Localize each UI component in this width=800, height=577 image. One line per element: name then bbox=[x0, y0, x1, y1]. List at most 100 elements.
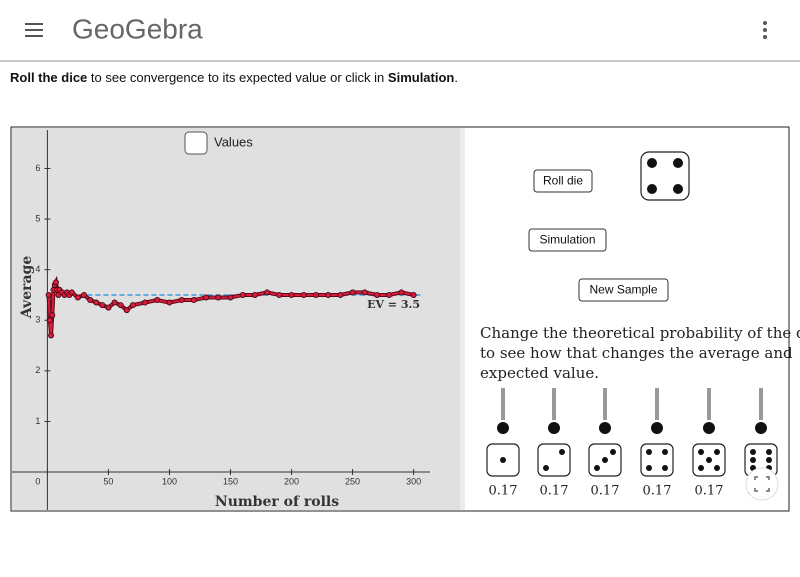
expected-value-label: EV = 3.5 bbox=[367, 298, 420, 311]
x-tick-label: 300 bbox=[406, 476, 421, 486]
x-tick-label: 200 bbox=[284, 476, 299, 486]
average-point bbox=[129, 302, 136, 309]
x-tick-label: 100 bbox=[162, 476, 177, 486]
average-point bbox=[349, 289, 356, 296]
average-point bbox=[46, 317, 53, 324]
average-point bbox=[410, 291, 417, 298]
slider-knob[interactable] bbox=[649, 420, 665, 436]
average-point bbox=[373, 291, 380, 298]
die-pip bbox=[673, 158, 683, 168]
x-axis-title: Number of rolls bbox=[215, 494, 339, 510]
y-tick-label: 2 bbox=[35, 365, 40, 375]
checkbox-label: Values bbox=[214, 134, 253, 149]
button[interactable] bbox=[533, 169, 593, 193]
x-tick-label: 150 bbox=[223, 476, 238, 486]
more-icon[interactable] bbox=[763, 21, 767, 39]
average-point bbox=[325, 291, 332, 298]
die-pip bbox=[602, 457, 608, 463]
x-tick-label: 50 bbox=[103, 476, 113, 486]
average-point bbox=[227, 294, 234, 301]
die-pip bbox=[647, 184, 657, 194]
applet-frame bbox=[10, 126, 790, 512]
average-point bbox=[99, 302, 106, 309]
fullscreen-button[interactable] bbox=[745, 467, 779, 501]
die-pip bbox=[714, 449, 720, 455]
average-point bbox=[52, 279, 59, 286]
probability: 0.17 bbox=[489, 484, 518, 499]
probability: 0.17 bbox=[643, 484, 672, 499]
menu-icon[interactable] bbox=[25, 23, 43, 37]
die-pip bbox=[646, 449, 652, 455]
slider-knob[interactable] bbox=[546, 420, 562, 436]
checkbox[interactable] bbox=[184, 131, 208, 155]
average-point bbox=[215, 294, 222, 301]
average-point bbox=[361, 289, 368, 296]
slider-knob[interactable] bbox=[701, 420, 717, 436]
average-point bbox=[276, 291, 283, 298]
average-point bbox=[105, 304, 112, 311]
average-point bbox=[87, 297, 94, 304]
instruction-bold: Roll the dice bbox=[10, 70, 87, 85]
die-pip bbox=[766, 449, 772, 455]
graphics-panel bbox=[12, 128, 460, 510]
slider-knob[interactable] bbox=[753, 420, 769, 436]
instruction: Roll the dice to see convergence to its … bbox=[10, 70, 458, 85]
die-pip bbox=[698, 465, 704, 471]
average-point bbox=[398, 289, 405, 296]
average-point bbox=[300, 291, 307, 298]
average-point bbox=[264, 289, 271, 296]
die-pip bbox=[646, 465, 652, 471]
die-pip bbox=[647, 158, 657, 168]
average-point bbox=[123, 307, 130, 314]
average-point bbox=[49, 312, 56, 319]
average-point bbox=[154, 297, 161, 304]
description-line: Change the theoretical probability of th… bbox=[480, 324, 800, 342]
die-pip bbox=[594, 465, 600, 471]
average-point bbox=[239, 291, 246, 298]
probability: 0.17 bbox=[695, 484, 724, 499]
average-point bbox=[166, 299, 173, 306]
die-face bbox=[537, 443, 571, 477]
header-bar bbox=[0, 0, 800, 60]
button[interactable] bbox=[578, 278, 669, 302]
button-label[interactable]: Roll die bbox=[543, 174, 583, 188]
die-pip bbox=[610, 449, 616, 455]
die-pip bbox=[766, 457, 772, 463]
die-pip bbox=[543, 465, 549, 471]
probability: 0.17 bbox=[540, 484, 569, 499]
y-tick-label: 5 bbox=[35, 213, 40, 223]
average-point bbox=[190, 297, 197, 304]
description-line: expected value. bbox=[480, 364, 599, 382]
instruction-text: . bbox=[454, 70, 458, 85]
average-point bbox=[142, 299, 149, 306]
die-pip bbox=[559, 449, 565, 455]
average-point bbox=[68, 289, 75, 296]
y-tick-label: 1 bbox=[35, 416, 40, 426]
average-point bbox=[74, 294, 81, 301]
average-point bbox=[337, 291, 344, 298]
button-label[interactable]: Simulation bbox=[539, 233, 595, 247]
average-point bbox=[203, 294, 210, 301]
die-pip bbox=[662, 449, 668, 455]
average-point bbox=[312, 291, 319, 298]
y-axis-title: Average bbox=[19, 256, 35, 320]
average-point bbox=[93, 299, 100, 306]
die-face bbox=[640, 443, 674, 477]
probability: 0.17 bbox=[591, 484, 620, 499]
button-label[interactable]: New Sample bbox=[589, 283, 657, 297]
y-tick-label: 4 bbox=[35, 264, 40, 274]
y-tick-label: 3 bbox=[35, 315, 40, 325]
slider-knob[interactable] bbox=[495, 420, 511, 436]
current-die bbox=[640, 151, 690, 201]
average-point bbox=[111, 299, 118, 306]
slider-knob[interactable] bbox=[597, 420, 613, 436]
die-pip bbox=[706, 457, 712, 463]
button[interactable] bbox=[528, 228, 607, 252]
x-tick-label: 250 bbox=[345, 476, 360, 486]
description-line: to see how that changes the average and bbox=[480, 344, 793, 362]
average-point bbox=[45, 291, 52, 298]
logo[interactable]: GeoGebra bbox=[72, 13, 203, 44]
average-point bbox=[48, 332, 55, 339]
average-point bbox=[386, 291, 393, 298]
